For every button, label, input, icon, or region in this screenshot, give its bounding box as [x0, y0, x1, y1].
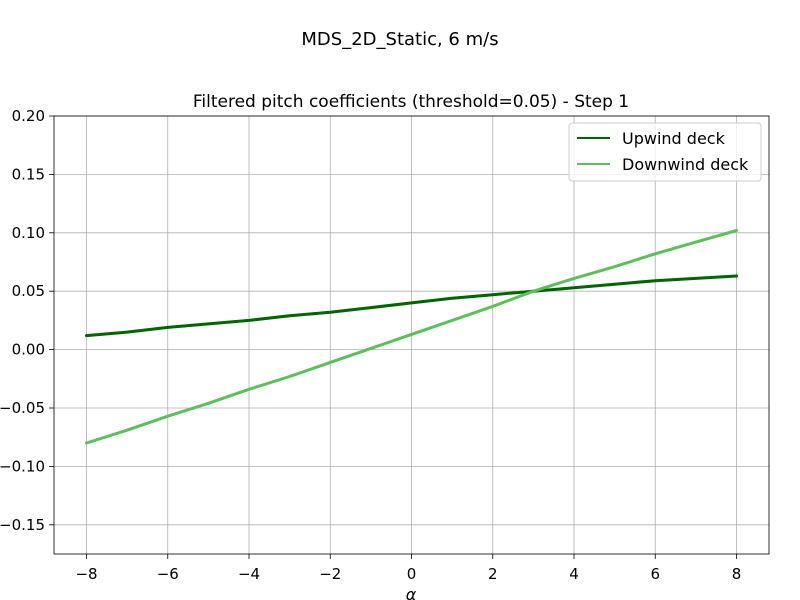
- series-layer: [85, 229, 738, 445]
- y-tick-label: −0.10: [0, 457, 45, 475]
- legend-label-downwind: Downwind deck: [622, 155, 749, 174]
- x-tick-label: 8: [732, 565, 742, 583]
- series-line-upwind: [85, 274, 738, 338]
- x-tick-label: 0: [407, 565, 417, 583]
- y-axis: −0.15 −0.10 −0.05 0.00 0.05 0.10 0.15 0.20: [0, 107, 54, 534]
- plot-area: [53, 115, 770, 555]
- y-tick-label: 0.00: [12, 341, 45, 359]
- y-tick-label: −0.05: [0, 399, 45, 417]
- x-tick-label: −2: [319, 565, 341, 583]
- x-tick-label: −8: [75, 565, 97, 583]
- legend: Upwind deck Downwind deck: [568, 122, 762, 182]
- x-axis-label: α: [406, 585, 417, 600]
- y-tick-label: 0.10: [12, 224, 45, 242]
- x-tick-label: 4: [569, 565, 579, 583]
- x-tick-label: −4: [238, 565, 260, 583]
- x-tick-label: 2: [488, 565, 498, 583]
- y-tick-label: 0.20: [12, 107, 45, 125]
- y-tick-label: 0.05: [12, 282, 45, 300]
- x-axis: −8 −6 −4 −2 0 2 4 6 8: [75, 554, 741, 583]
- y-tick-label: 0.15: [12, 165, 45, 183]
- y-tick-label: −0.15: [0, 516, 45, 534]
- x-tick-label: −6: [157, 565, 179, 583]
- chart-title: Filtered pitch coefficients (threshold=0…: [193, 92, 629, 112]
- figure-suptitle: MDS_2D_Static, 6 m/s: [301, 29, 498, 50]
- series-line-downwind: [85, 229, 738, 445]
- legend-label-upwind: Upwind deck: [622, 129, 726, 148]
- x-tick-label: 6: [650, 565, 660, 583]
- legend-box: [568, 122, 762, 182]
